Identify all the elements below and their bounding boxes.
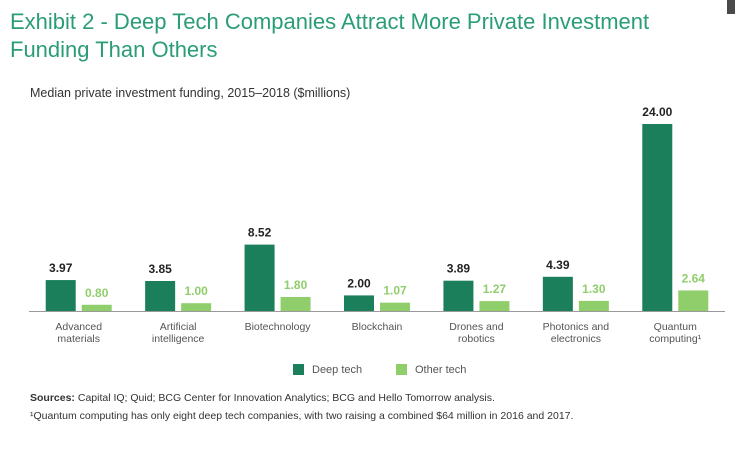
legend-item-deep-tech: Deep tech	[293, 364, 362, 376]
x-tick-label-0-1: materials	[57, 333, 100, 345]
legend-label-other-tech: Other tech	[415, 364, 467, 376]
bar-other-tech-6	[678, 290, 709, 311]
bar-deep-tech-1	[145, 281, 176, 311]
data-label-other-tech-2: 1.80	[284, 278, 308, 292]
footnote: ¹Quantum computing has only eight deep t…	[30, 410, 574, 422]
chart-title: Exhibit 2 - Deep Tech Companies Attract …	[10, 9, 650, 62]
sources-note: Sources: Capital IQ; Quid; BCG Center fo…	[30, 392, 495, 404]
data-label-other-tech-5: 1.30	[582, 282, 606, 296]
data-label-deep-tech-6: 24.00	[642, 105, 672, 119]
legend-label-deep-tech: Deep tech	[312, 364, 363, 376]
data-label-other-tech-0: 0.80	[85, 286, 109, 300]
bar-other-tech-4	[479, 301, 510, 311]
data-label-deep-tech-4: 3.89	[447, 262, 471, 276]
legend-swatch-other-tech	[396, 364, 407, 375]
x-tick-label-4-1: robotics	[458, 333, 495, 345]
data-label-deep-tech-0: 3.97	[49, 261, 73, 275]
data-label-deep-tech-3: 2.00	[347, 276, 371, 290]
x-tick-label-3-0: Blockchain	[352, 321, 403, 333]
bar-deep-tech-6	[642, 124, 673, 311]
data-label-other-tech-6: 2.64	[682, 271, 706, 285]
legend-item-other-tech: Other tech	[396, 364, 466, 376]
data-label-other-tech-3: 1.07	[383, 284, 407, 298]
chart-subtitle: Median private investment funding, 2015–…	[30, 86, 351, 100]
x-tick-label-4-0: Drones and	[449, 321, 503, 333]
data-label-deep-tech-2: 8.52	[248, 226, 272, 240]
bar-deep-tech-3	[344, 295, 374, 311]
legend-swatch-deep-tech	[293, 364, 304, 375]
x-tick-label-6-0: Quantum	[654, 321, 697, 333]
corner-mark	[727, 0, 735, 14]
x-tick-label-2-0: Biotechnology	[245, 321, 312, 333]
sources-text: Capital IQ; Quid; BCG Center for Innovat…	[74, 392, 495, 404]
bar-deep-tech-0	[45, 280, 76, 311]
x-tick-label-5-1: electronics	[551, 333, 601, 345]
bar-deep-tech-4	[443, 280, 474, 311]
bar-other-tech-2	[280, 296, 311, 311]
bar-other-tech-5	[578, 300, 609, 311]
x-tick-label-1-0: Artificial	[160, 321, 197, 333]
bar-other-tech-1	[181, 303, 212, 311]
sources-label: Sources:	[30, 392, 75, 404]
data-label-deep-tech-5: 4.39	[546, 258, 570, 272]
data-label-deep-tech-1: 3.85	[148, 262, 172, 276]
bar-other-tech-3	[380, 302, 410, 311]
bar-deep-tech-2	[244, 244, 275, 311]
x-tick-label-0-0: Advanced	[55, 321, 102, 333]
x-tick-label-6-1: computing¹	[649, 333, 701, 345]
data-label-other-tech-4: 1.27	[483, 282, 507, 296]
x-tick-label-5-0: Photonics and	[543, 321, 610, 333]
bar-deep-tech-5	[542, 276, 573, 311]
data-label-other-tech-1: 1.00	[184, 284, 208, 298]
bar-other-tech-0	[81, 304, 112, 311]
x-tick-label-1-1: intelligence	[152, 333, 205, 345]
